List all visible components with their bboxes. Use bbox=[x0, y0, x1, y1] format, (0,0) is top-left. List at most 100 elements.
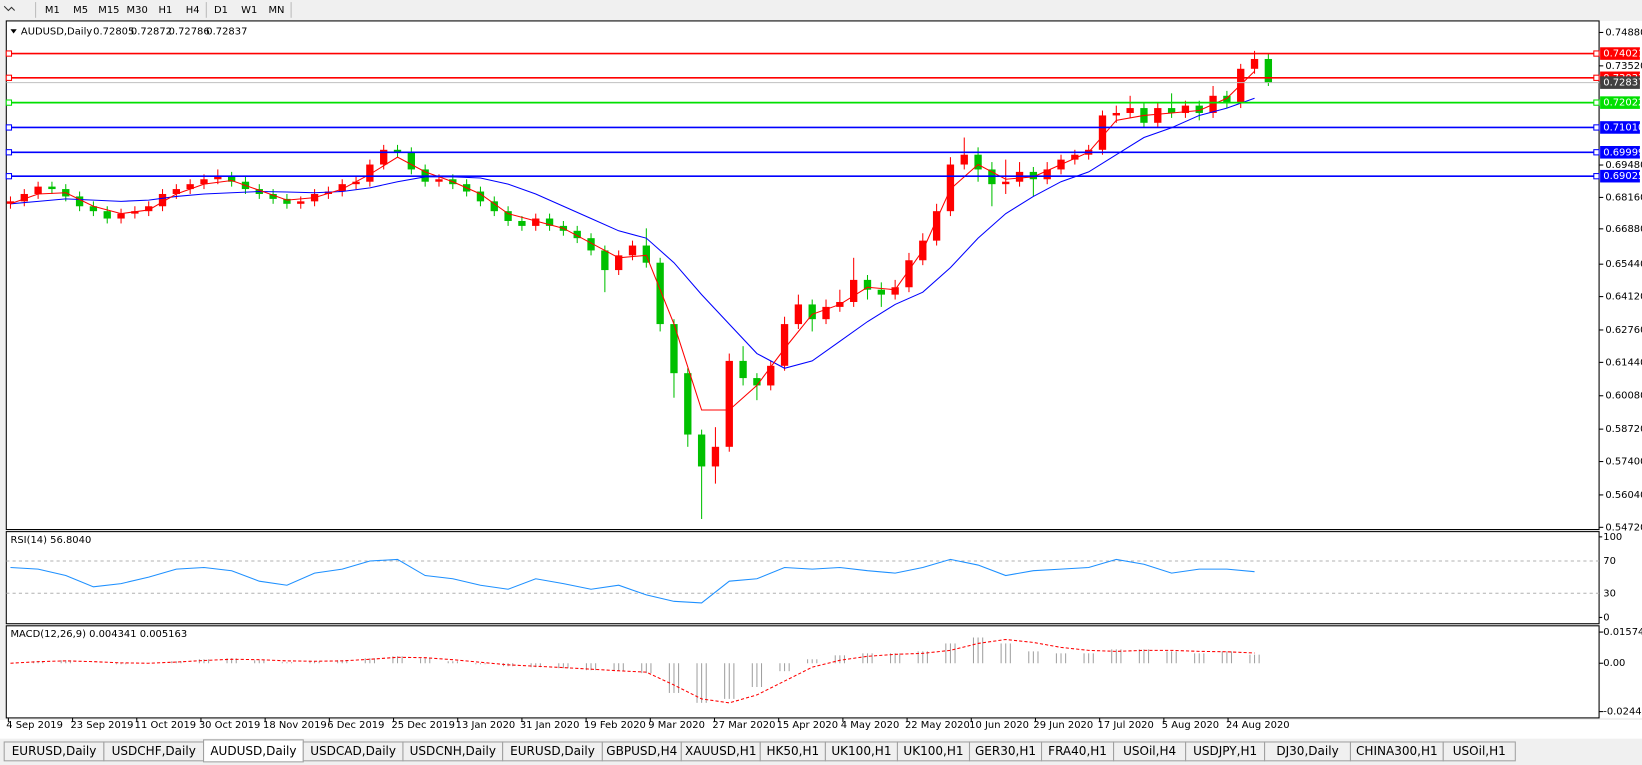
timeframe-button[interactable]: H1 bbox=[159, 5, 173, 16]
level-handle[interactable] bbox=[1593, 74, 1600, 81]
level-handle[interactable] bbox=[1593, 124, 1600, 131]
timeframe-button[interactable]: M30 bbox=[127, 5, 148, 16]
tab-label[interactable]: GER30,H1 bbox=[975, 744, 1036, 758]
tab[interactable]: HK50,H1 bbox=[759, 741, 826, 762]
candle-body bbox=[946, 164, 955, 212]
y-tick-label: 100 bbox=[1603, 532, 1622, 543]
candle-body bbox=[850, 279, 858, 302]
x-tick-label: 15 Apr 2020 bbox=[777, 720, 838, 731]
timeframe-button[interactable]: M15 bbox=[98, 5, 119, 16]
tab-label[interactable]: USDCAD,Daily bbox=[310, 744, 396, 758]
tab-label[interactable]: DJ30,Daily bbox=[1276, 744, 1338, 758]
x-tick-label: 5 Aug 2020 bbox=[1162, 720, 1219, 731]
menu-triangle[interactable] bbox=[10, 29, 17, 34]
tab-label[interactable]: USDJPY,H1 bbox=[1193, 744, 1257, 758]
tab[interactable]: XAUUSD,H1 bbox=[680, 741, 761, 762]
timeframe-button[interactable]: M1 bbox=[45, 5, 60, 16]
tab[interactable]: CHINA300,H1 bbox=[1349, 741, 1444, 762]
tab[interactable]: DJ30,Daily bbox=[1264, 741, 1351, 762]
candle-body bbox=[393, 149, 402, 153]
tab-label[interactable]: USOil,H1 bbox=[1453, 744, 1506, 758]
level-tag-label: 0.71010 bbox=[1603, 122, 1642, 133]
level-handle[interactable] bbox=[5, 74, 13, 81]
tab-label[interactable]: USDCHF,Daily bbox=[112, 744, 196, 758]
level-handle[interactable] bbox=[1593, 149, 1600, 156]
candle-body bbox=[1098, 115, 1107, 150]
candle-body bbox=[227, 176, 236, 182]
tab[interactable]: AUDUSD,Daily bbox=[203, 739, 304, 763]
tab-label[interactable]: UK100,H1 bbox=[831, 744, 891, 758]
y-tick-label: 0.00 bbox=[1603, 658, 1625, 669]
candle-body bbox=[490, 201, 498, 212]
tab[interactable]: USOil,H4 bbox=[1113, 741, 1187, 762]
tab-label[interactable]: EURUSD,Daily bbox=[510, 744, 595, 758]
toolbar-icon[interactable] bbox=[3, 5, 16, 12]
level-handle[interactable] bbox=[1593, 99, 1600, 106]
current-price-tag bbox=[1600, 76, 1640, 89]
tab-label[interactable]: USDCNH,Daily bbox=[410, 744, 496, 758]
tab-label[interactable]: CHINA300,H1 bbox=[1356, 744, 1438, 758]
tab[interactable]: GBPUSD,H4 bbox=[601, 741, 682, 762]
x-tick-label: 6 Dec 2019 bbox=[327, 720, 384, 731]
tab-label[interactable]: GBPUSD,H4 bbox=[606, 744, 677, 758]
time-axis bbox=[0, 720, 1642, 739]
x-tick-label: 10 Jun 2020 bbox=[969, 720, 1029, 731]
tab-label[interactable]: EURUSD,Daily bbox=[12, 744, 97, 758]
x-tick-label: 11 Oct 2019 bbox=[135, 720, 196, 731]
timeframe-button[interactable]: H4 bbox=[186, 5, 200, 16]
level-handle[interactable] bbox=[5, 173, 13, 180]
quote-high: 0.72872 bbox=[131, 26, 172, 37]
timeframe-button[interactable]: W1 bbox=[241, 5, 257, 16]
candle-body bbox=[1126, 108, 1134, 113]
level-handle[interactable] bbox=[5, 124, 13, 131]
level-handle[interactable] bbox=[1593, 173, 1600, 180]
macd-panel bbox=[5, 625, 1600, 719]
candle-body bbox=[297, 201, 305, 204]
tab[interactable]: USDCNH,Daily bbox=[402, 741, 504, 762]
tab-background[interactable] bbox=[1442, 741, 1516, 762]
candle-body bbox=[283, 198, 291, 204]
candle-body bbox=[1195, 105, 1203, 113]
timeframe-button[interactable]: D1 bbox=[214, 5, 228, 16]
candle-body bbox=[1002, 181, 1010, 185]
candle-body bbox=[103, 211, 111, 219]
tab[interactable]: USDCAD,Daily bbox=[302, 741, 404, 762]
candle-body bbox=[877, 289, 885, 295]
candle-body bbox=[6, 201, 15, 204]
y-tick-label: 0.015741 bbox=[1603, 627, 1642, 638]
rsi-title: RSI(14) 56.8040 bbox=[10, 535, 91, 546]
tab-label[interactable]: HK50,H1 bbox=[766, 744, 819, 758]
tab[interactable]: UK100,H1 bbox=[896, 741, 971, 762]
tab[interactable]: USDJPY,H1 bbox=[1185, 741, 1266, 762]
timeframe-button[interactable]: MN bbox=[268, 5, 284, 16]
candle-body bbox=[711, 446, 720, 467]
tab[interactable]: FRA40,H1 bbox=[1041, 741, 1115, 762]
tab[interactable]: GER30,H1 bbox=[968, 741, 1043, 762]
tab[interactable]: UK100,H1 bbox=[824, 741, 898, 762]
level-handle[interactable] bbox=[5, 149, 13, 156]
tab[interactable]: EURUSD,Daily bbox=[502, 741, 603, 762]
x-tick-label: 23 Sep 2019 bbox=[70, 720, 133, 731]
tab-label[interactable]: XAUUSD,H1 bbox=[685, 744, 756, 758]
level-tag-label: 0.69999 bbox=[1603, 147, 1642, 158]
level-handle[interactable] bbox=[5, 99, 13, 106]
level-handle[interactable] bbox=[5, 50, 13, 57]
tab[interactable]: EURUSD,Daily bbox=[3, 741, 105, 762]
tab[interactable]: USDCHF,Daily bbox=[103, 741, 205, 762]
tab-label[interactable]: FRA40,H1 bbox=[1048, 744, 1107, 758]
tab[interactable]: USOil,H1 bbox=[1442, 741, 1516, 762]
level-handle[interactable] bbox=[1593, 50, 1600, 57]
candle-body bbox=[891, 287, 899, 295]
candle-body bbox=[145, 206, 153, 212]
tab-label[interactable]: UK100,H1 bbox=[903, 744, 963, 758]
tab-label[interactable]: AUDUSD,Daily bbox=[210, 744, 296, 758]
candle-body bbox=[89, 206, 98, 212]
timeframe-button[interactable]: M5 bbox=[73, 5, 88, 16]
candle-body bbox=[628, 245, 637, 256]
tab-label[interactable]: USOil,H4 bbox=[1123, 744, 1176, 758]
